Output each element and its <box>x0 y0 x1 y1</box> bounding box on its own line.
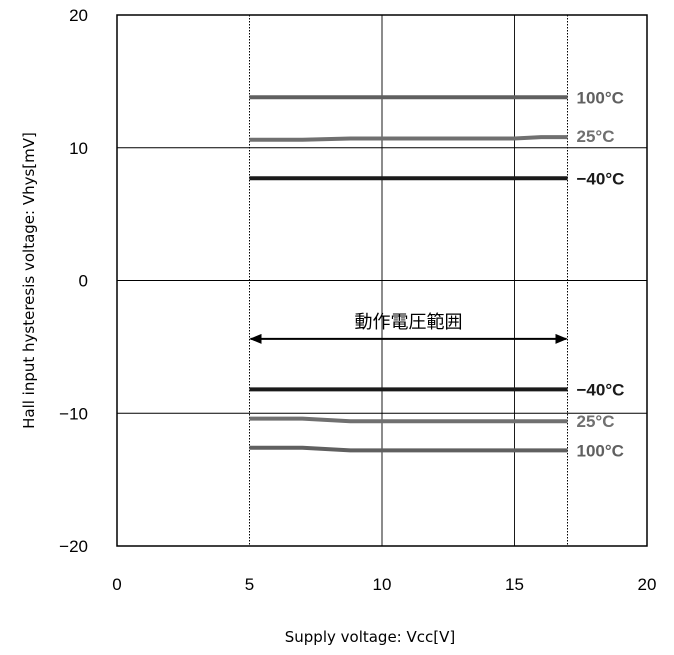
operating-range-arrow: 動作電圧範囲 <box>249 312 568 344</box>
series-line <box>249 445 568 453</box>
series-label: −40°C <box>577 169 625 188</box>
series-line <box>249 135 568 142</box>
operating-range-label: 動作電圧範囲 <box>355 312 463 333</box>
series-label: −40°C <box>577 380 625 399</box>
x-tick-label: 0 <box>112 575 121 594</box>
y-tick-label: 0 <box>79 272 88 291</box>
series-labels: 100°C 25°C −40°C −40°C 25°C 100°C <box>577 88 625 460</box>
series-label: 25°C <box>577 412 615 431</box>
series-label: 25°C <box>577 127 615 146</box>
y-axis-label: Hall input hysteresis voltage: Vhys[mV] <box>20 132 38 429</box>
x-axis-label: Supply voltage: Vcc[V] <box>285 628 455 646</box>
series-label: 100°C <box>577 441 624 460</box>
y-tick-label: 10 <box>69 139 88 158</box>
series-group <box>249 95 568 453</box>
series-label: 100°C <box>577 88 624 107</box>
y-tick-label: 20 <box>69 6 88 25</box>
plot-frame <box>116 14 648 547</box>
x-tick-label: 5 <box>245 575 254 594</box>
x-tick-label: 20 <box>638 575 657 594</box>
grid <box>117 15 647 546</box>
x-tick-label: 15 <box>505 575 524 594</box>
tick-labels: 0 5 10 15 20 20 10 0 −10 −20 <box>59 6 656 594</box>
x-tick-label: 10 <box>373 575 392 594</box>
y-tick-label: −20 <box>59 537 88 556</box>
series-line <box>249 416 568 424</box>
y-tick-label: −10 <box>59 404 88 423</box>
